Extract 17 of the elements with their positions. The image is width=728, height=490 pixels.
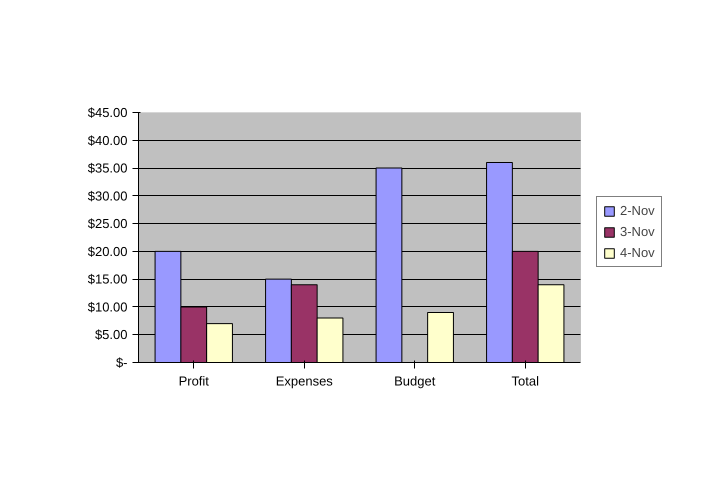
y-tick-label: $40.00 bbox=[88, 132, 128, 148]
y-tick-label: $15.00 bbox=[88, 272, 128, 287]
y-tick-label: $20.00 bbox=[88, 244, 128, 259]
x-tick-label: Budget bbox=[394, 374, 436, 388]
x-tick-label: Total bbox=[512, 374, 540, 388]
legend-label: 3-Nov bbox=[620, 224, 655, 239]
y-tick-label: $45.00 bbox=[88, 105, 128, 120]
y-tick-label: $5.00 bbox=[94, 327, 128, 342]
x-tick-label: Profit bbox=[178, 374, 210, 388]
legend-label: 2-Nov bbox=[620, 203, 655, 218]
y-tick-label: $25.00 bbox=[88, 216, 128, 232]
x-tick-label: Expenses bbox=[276, 374, 334, 388]
y-tick-label: $35.00 bbox=[88, 160, 128, 176]
y-tick-label: $- bbox=[116, 355, 128, 370]
y-tick-label: $10.00 bbox=[88, 299, 128, 314]
y-tick-label: $30.00 bbox=[88, 188, 128, 204]
legend-label: 4-Nov bbox=[620, 245, 655, 260]
